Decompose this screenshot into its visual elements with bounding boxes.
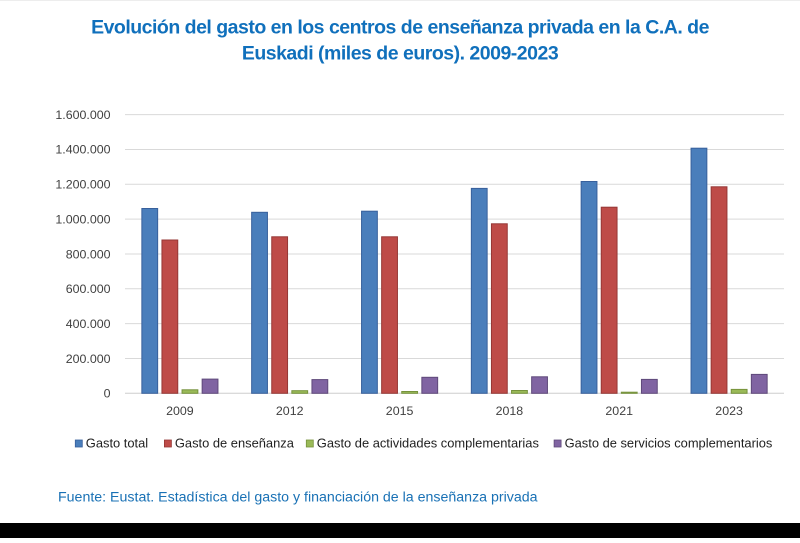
svg-text:Euskadi (miles de euros). 2009: Euskadi (miles de euros). 2009-2023 bbox=[242, 43, 559, 65]
svg-text:Gasto de servicios complementa: Gasto de servicios complementarios bbox=[565, 436, 773, 451]
svg-text:2021: 2021 bbox=[605, 404, 633, 418]
svg-text:Gasto de actividades complemen: Gasto de actividades complementarias bbox=[317, 436, 539, 451]
svg-text:2009: 2009 bbox=[166, 404, 194, 418]
svg-text:1.200.000: 1.200.000 bbox=[55, 178, 110, 192]
svg-text:2018: 2018 bbox=[496, 404, 524, 418]
svg-text:Gasto total: Gasto total bbox=[86, 436, 148, 451]
svg-text:Fuente: Eustat. Estadística de: Fuente: Eustat. Estadística del gasto y … bbox=[58, 490, 538, 506]
svg-text:1.600.000: 1.600.000 bbox=[55, 108, 110, 122]
svg-text:0: 0 bbox=[104, 387, 111, 401]
svg-text:2015: 2015 bbox=[386, 404, 414, 418]
svg-text:2023: 2023 bbox=[715, 404, 743, 418]
svg-text:800.000: 800.000 bbox=[66, 247, 111, 261]
svg-text:Gasto de enseñanza: Gasto de enseñanza bbox=[175, 436, 295, 451]
svg-text:400.000: 400.000 bbox=[66, 317, 111, 331]
svg-text:2012: 2012 bbox=[276, 404, 304, 418]
svg-text:Evolución del gasto en los cen: Evolución del gasto en los centros de en… bbox=[91, 16, 710, 38]
svg-text:1.400.000: 1.400.000 bbox=[55, 143, 110, 157]
svg-text:600.000: 600.000 bbox=[66, 282, 111, 296]
svg-text:200.000: 200.000 bbox=[66, 352, 111, 366]
svg-text:1.000.000: 1.000.000 bbox=[55, 212, 110, 226]
